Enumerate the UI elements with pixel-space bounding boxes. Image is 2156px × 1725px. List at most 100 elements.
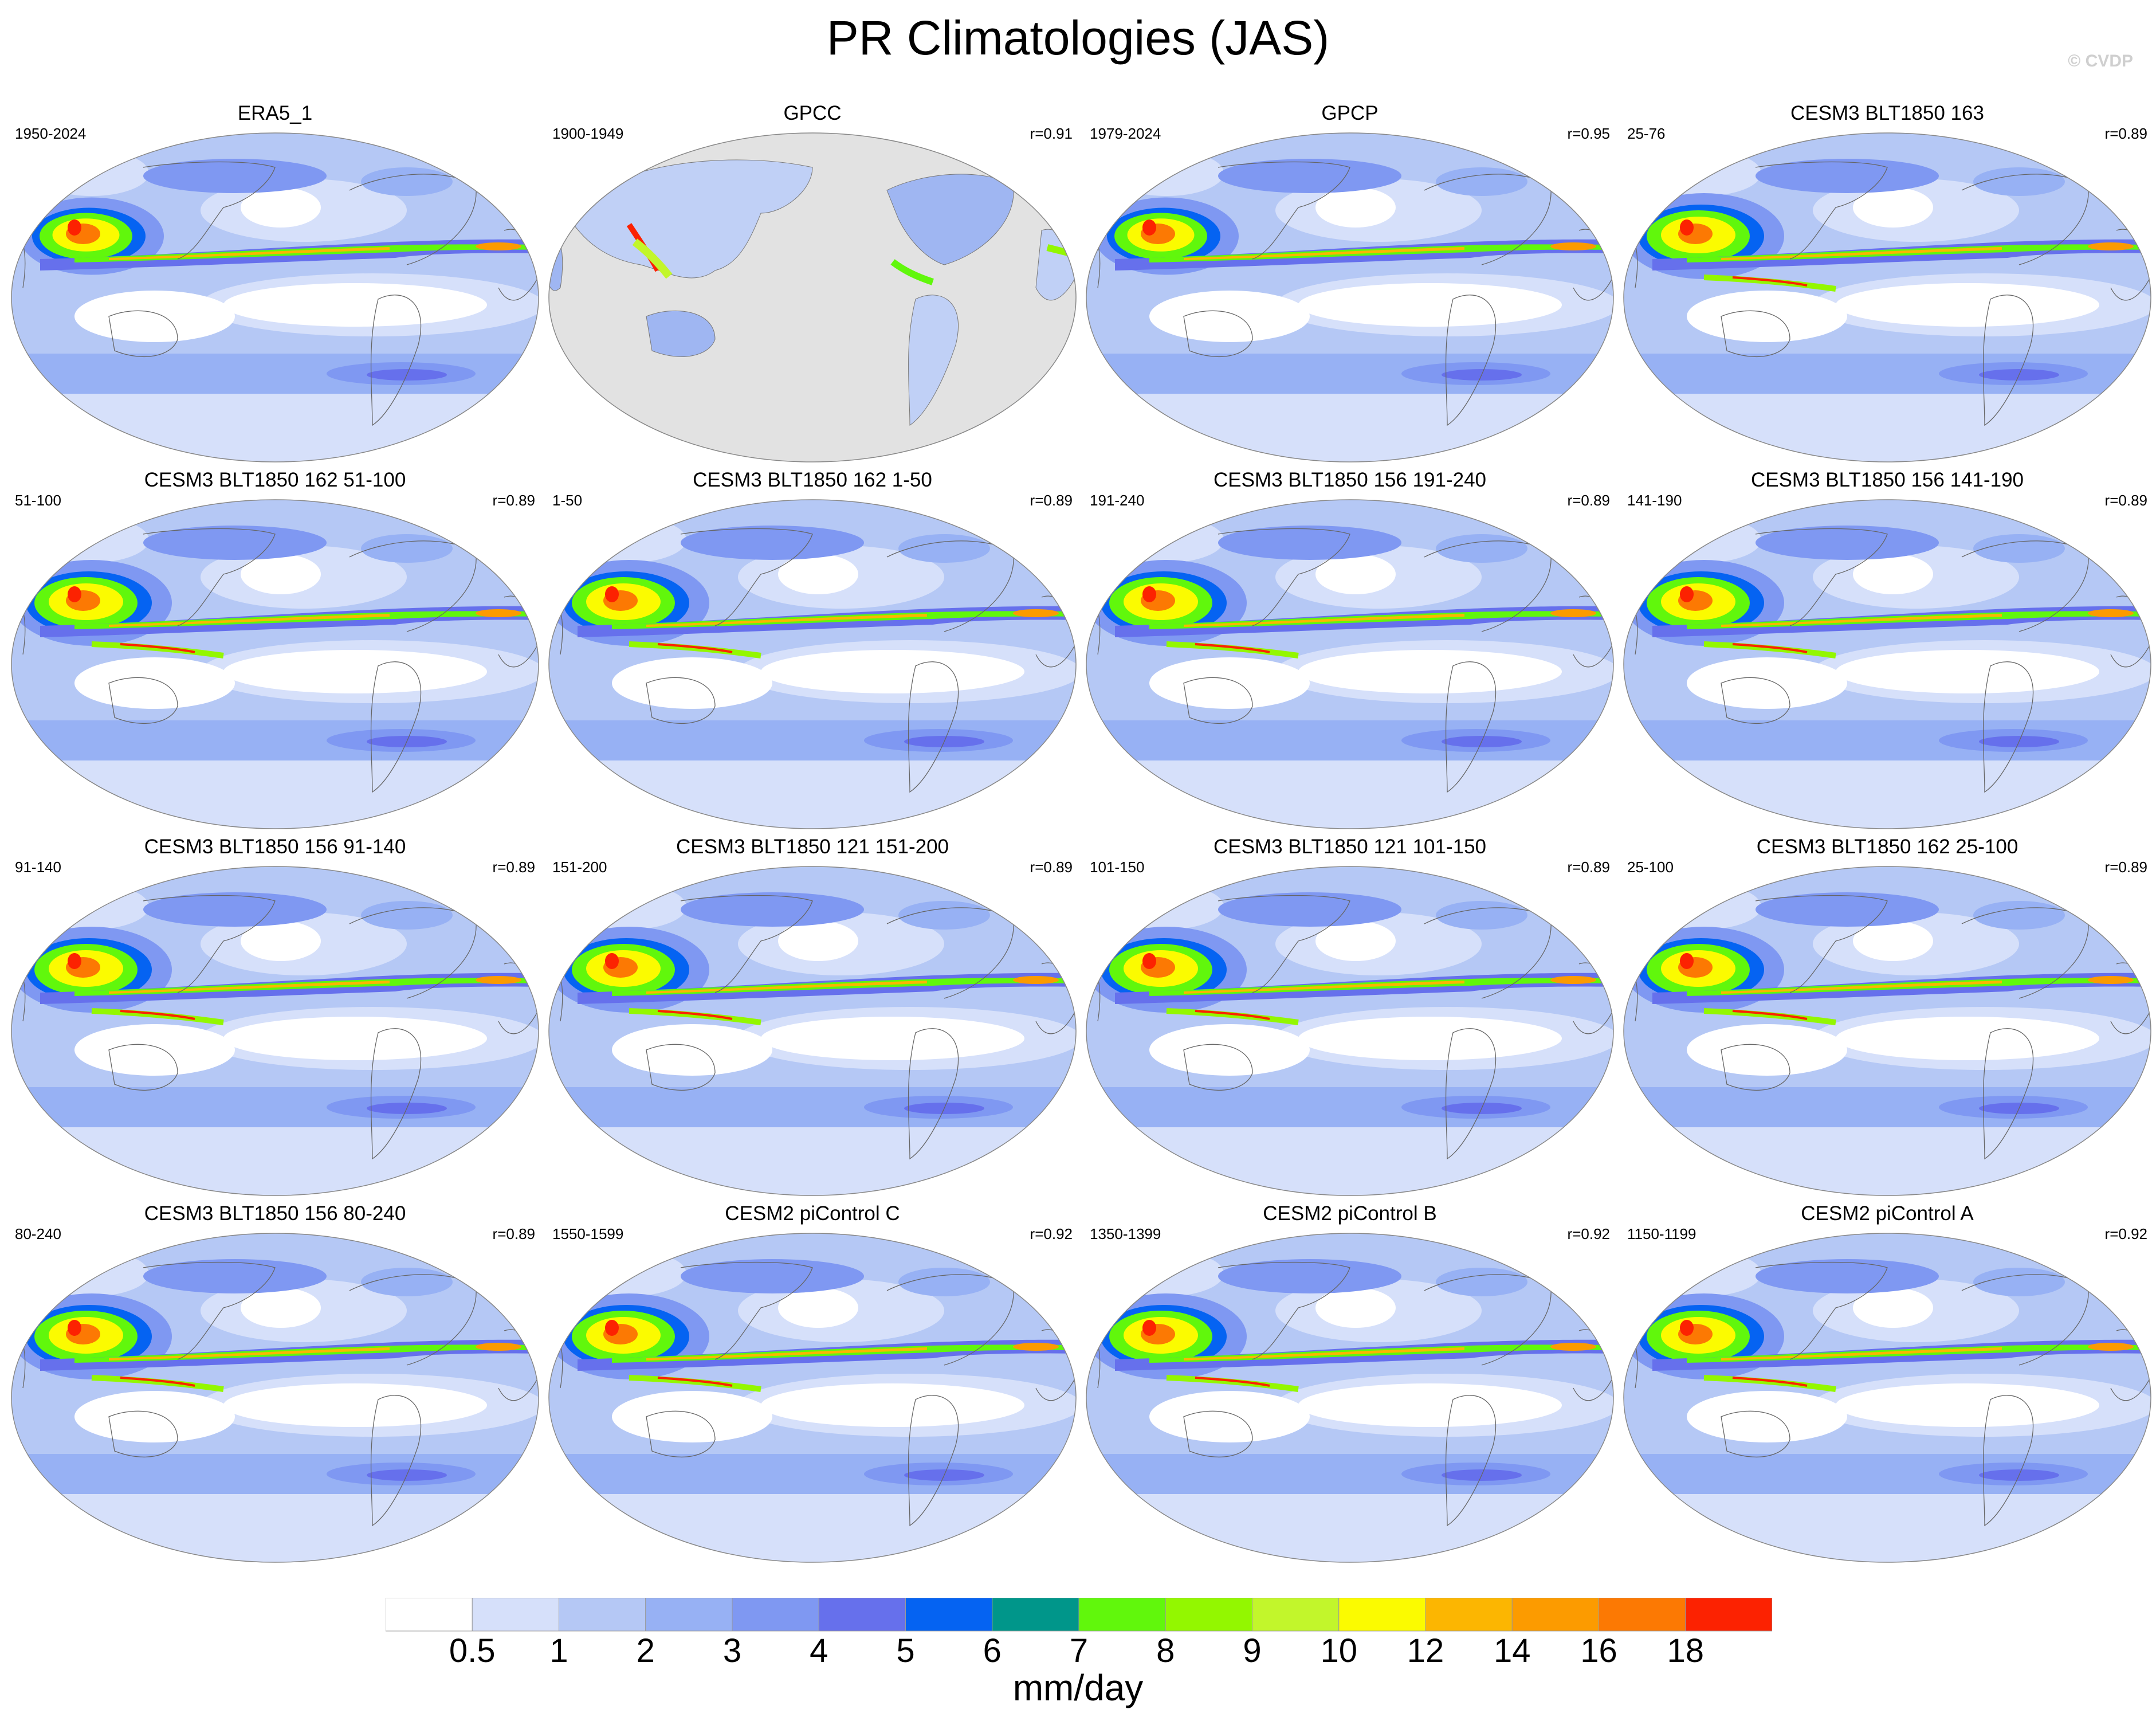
panel-period: 1350-1399 — [1090, 1225, 1161, 1242]
panel-correlation: r=0.89 — [492, 858, 535, 876]
colorbar-swatch — [1252, 1598, 1340, 1632]
precipitation-map — [548, 132, 1077, 462]
precipitation-map — [1086, 866, 1614, 1196]
colorbar-swatch — [1511, 1598, 1599, 1632]
colorbar-tick-label: 4 — [810, 1632, 828, 1669]
colorbar-swatch — [732, 1598, 819, 1632]
colorbar-swatch — [992, 1598, 1079, 1632]
precipitation-map — [11, 499, 539, 829]
panel-period: 101-150 — [1090, 858, 1145, 876]
colorbar-tick-label: 16 — [1580, 1632, 1617, 1669]
map-panel: GPCP 1979-2024 r=0.95 — [1081, 102, 1619, 469]
credit-watermark: © CVDP — [2068, 52, 2133, 70]
precipitation-map — [548, 499, 1077, 829]
panel-title: CESM3 BLT1850 162 1-50 — [693, 469, 932, 491]
panel-title: CESM2 piControl A — [1801, 1202, 1974, 1225]
panel-period: 1900-1949 — [552, 125, 624, 142]
colorbar-swatch — [818, 1598, 906, 1632]
panel-correlation: r=0.89 — [1030, 492, 1073, 509]
panel-title: ERA5_1 — [237, 102, 313, 124]
colorbar-swatch — [1599, 1598, 1686, 1632]
map-panel: CESM3 BLT1850 156 91-140 91-140 r=0.89 — [6, 836, 544, 1202]
panel-period: 151-200 — [552, 858, 607, 876]
colorbar-tick-label: 18 — [1667, 1632, 1704, 1669]
panel-correlation: r=0.89 — [1567, 858, 1610, 876]
panel-title: CESM3 BLT1850 162 51-100 — [144, 469, 406, 491]
colorbar-swatch — [1338, 1598, 1426, 1632]
precipitation-map — [11, 1233, 539, 1563]
panel-period: 191-240 — [1090, 492, 1145, 509]
panel-title: CESM3 BLT1850 121 101-150 — [1213, 836, 1487, 858]
panel-correlation: r=0.92 — [2104, 1225, 2147, 1242]
colorbar-swatch — [1685, 1598, 1772, 1632]
precipitation-map — [548, 1233, 1077, 1563]
panel-correlation: r=0.89 — [2104, 125, 2147, 142]
precipitation-map — [11, 132, 539, 462]
panel-title: GPCC — [783, 102, 842, 124]
colorbar-tick-label: 1 — [549, 1632, 568, 1669]
panel-period: 1-50 — [552, 492, 583, 509]
panel-period: 25-76 — [1627, 125, 1666, 142]
precipitation-map — [1086, 132, 1614, 462]
map-panel: GPCC 1900-1949 r=0.91 — [543, 102, 1082, 469]
figure-title: PR Climatologies (JAS) — [826, 11, 1330, 65]
precipitation-map — [1623, 132, 2151, 462]
panel-title: CESM3 BLT1850 156 141-190 — [1750, 469, 2024, 491]
colorbar-units: mm/day — [1012, 1667, 1144, 1708]
colorbar-swatch — [386, 1598, 473, 1632]
panel-period: 25-100 — [1627, 858, 1674, 876]
colorbar-tick-label: 5 — [896, 1632, 914, 1669]
map-panel: CESM2 piControl B 1350-1399 r=0.92 — [1081, 1202, 1619, 1569]
colorbar-swatch — [1425, 1598, 1513, 1632]
colorbar-swatch — [905, 1598, 993, 1632]
colorbar-swatch — [1078, 1598, 1166, 1632]
colorbar-tick-label: 10 — [1320, 1632, 1357, 1669]
panel-title: CESM3 BLT1850 162 25-100 — [1756, 836, 2018, 858]
map-panel: CESM3 BLT1850 163 25-76 r=0.89 — [1618, 102, 2156, 469]
map-panel: CESM3 BLT1850 162 25-100 25-100 r=0.89 — [1618, 836, 2156, 1202]
panel-period: 1150-1199 — [1627, 1225, 1696, 1242]
panel-correlation: r=0.89 — [2104, 858, 2147, 876]
colorbar-tick-label: 7 — [1070, 1632, 1088, 1669]
map-panel: CESM3 BLT1850 156 191-240 191-240 r=0.89 — [1081, 469, 1619, 836]
colorbar-tick-label: 6 — [983, 1632, 1002, 1669]
panel-title: CESM3 BLT1850 156 91-140 — [144, 836, 406, 858]
precipitation-map — [1623, 499, 2151, 829]
precipitation-map — [1086, 1233, 1614, 1563]
precipitation-map — [548, 866, 1077, 1196]
colorbar-tick-label: 2 — [637, 1632, 655, 1669]
panel-title: CESM2 piControl B — [1263, 1202, 1437, 1225]
panel-correlation: r=0.92 — [1567, 1225, 1610, 1242]
panel-correlation: r=0.95 — [1567, 125, 1610, 142]
panel-correlation: r=0.89 — [492, 1225, 535, 1242]
map-panel: CESM2 piControl C 1550-1599 r=0.92 — [543, 1202, 1082, 1569]
colorbar-tick-label: 8 — [1156, 1632, 1175, 1669]
panel-title: CESM2 piControl C — [725, 1202, 900, 1225]
colorbar-swatch — [645, 1598, 733, 1632]
precipitation-map — [1623, 866, 2151, 1196]
map-panel: CESM3 BLT1850 162 51-100 51-100 r=0.89 — [6, 469, 544, 836]
panel-correlation: r=0.91 — [1030, 125, 1073, 142]
map-panel: CESM3 BLT1850 156 80-240 80-240 r=0.89 — [6, 1202, 544, 1569]
colorbar-tick-label: 14 — [1494, 1632, 1531, 1669]
panel-period: 1950-2024 — [15, 125, 87, 142]
panel-title: CESM3 BLT1850 121 151-200 — [676, 836, 949, 858]
colorbar-tick-label: 3 — [723, 1632, 741, 1669]
colorbar-tick-label: 0.5 — [449, 1632, 496, 1669]
colorbar-swatch — [559, 1598, 646, 1632]
map-panel: CESM3 BLT1850 121 151-200 151-200 r=0.89 — [543, 836, 1082, 1202]
precipitation-map — [11, 866, 539, 1196]
panel-title: CESM3 BLT1850 156 80-240 — [144, 1202, 406, 1225]
map-panel: CESM2 piControl A 1150-1199 r=0.92 — [1618, 1202, 2156, 1569]
panel-correlation: r=0.89 — [1567, 492, 1610, 509]
panel-period: 1979-2024 — [1090, 125, 1161, 142]
colorbar-tick-label: 12 — [1407, 1632, 1444, 1669]
panel-correlation: r=0.89 — [492, 492, 535, 509]
panel-title: CESM3 BLT1850 163 — [1790, 102, 1984, 124]
precipitation-map — [1623, 1233, 2151, 1563]
panel-title: CESM3 BLT1850 156 191-240 — [1213, 469, 1487, 491]
panel-correlation: r=0.89 — [2104, 492, 2147, 509]
panel-period: 141-190 — [1627, 492, 1682, 509]
panel-title: GPCP — [1321, 102, 1379, 124]
map-panel: CESM3 BLT1850 162 1-50 1-50 r=0.89 — [543, 469, 1082, 836]
